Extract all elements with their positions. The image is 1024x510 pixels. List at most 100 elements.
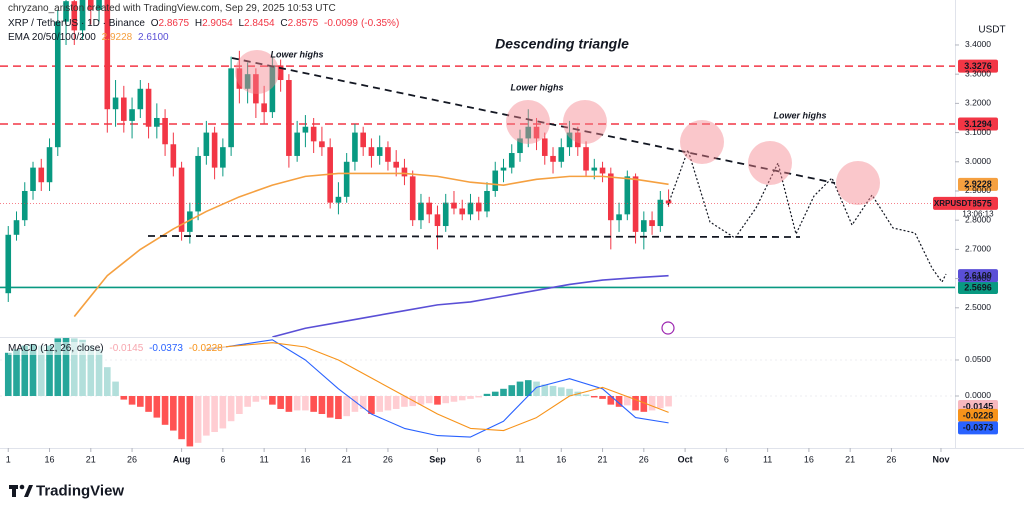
macd-label: -0.0145 (963, 401, 994, 411)
candle-body (451, 202, 457, 209)
x-tick-label: Aug (173, 454, 191, 464)
ohlc-value: 2.8675 (158, 18, 190, 29)
candle-body (665, 200, 672, 204)
candle-body (211, 132, 218, 168)
histogram-bar (277, 395, 284, 409)
candle-body (368, 147, 375, 156)
candle-body (393, 161, 400, 168)
histogram-bar (46, 345, 53, 396)
candle-body (343, 161, 350, 197)
highlight (836, 161, 880, 205)
candle-body (5, 234, 12, 294)
candle-body (121, 97, 127, 121)
x-tick-label: 26 (383, 454, 393, 464)
candle-body (442, 202, 449, 227)
histogram-bar (343, 395, 350, 417)
candle-body (261, 103, 267, 113)
x-tick-label: 26 (886, 454, 896, 464)
brand: TradingView (36, 482, 124, 499)
trendline (231, 57, 836, 184)
x-tick-label: 26 (639, 454, 649, 464)
candle-body (96, 0, 102, 10)
candle-body (418, 202, 424, 221)
logo-mark (24, 485, 33, 497)
histogram-bar (21, 345, 29, 396)
level-label: 3.3276 (964, 61, 992, 71)
histogram-bar (516, 381, 524, 396)
candle-body (607, 173, 614, 221)
histogram-bar (310, 395, 317, 412)
candle-body (467, 202, 474, 215)
candle-body (566, 132, 573, 148)
histogram-bar (417, 395, 425, 405)
candle-body (641, 220, 647, 232)
candle-body (236, 68, 243, 89)
candle-body (87, 0, 94, 10)
macd-pane (0, 338, 955, 447)
y-tick-label: 3.0000 (965, 156, 991, 166)
histogram-bar (170, 395, 177, 431)
candle-body (63, 1, 69, 22)
histogram-bar (79, 339, 86, 396)
annotation: Lower highs (270, 49, 323, 59)
x-tick-label: 11 (763, 454, 772, 464)
last-price-label: 2.8575 (964, 198, 992, 208)
candle-body (401, 167, 408, 177)
candle-body (426, 202, 433, 215)
x-tick-label: 21 (86, 454, 96, 464)
y-tick-label: 2.6000 (965, 273, 991, 283)
candle-body (137, 88, 144, 110)
annotation: Lower highs (510, 82, 563, 92)
ema-row: EMA 20/50/100/200 2.9228 2.6100 (8, 31, 172, 44)
symbol: XRP / TetherUS · 1D · Binance (8, 18, 145, 29)
histogram-bar (434, 395, 441, 405)
y-tick-label: 2.7000 (965, 244, 991, 254)
candle-body (525, 126, 532, 139)
x-tick-label: 21 (342, 454, 352, 464)
histogram-bar (219, 395, 227, 429)
y-tick-label: 0.0500 (965, 354, 991, 364)
candle-body (599, 167, 606, 174)
histogram-bar (293, 395, 301, 411)
histogram-bar (318, 395, 326, 415)
ohlc-letter: O (150, 18, 159, 29)
y-tick-label: 2.9000 (965, 185, 991, 195)
projection (667, 148, 947, 284)
highlight (680, 120, 724, 164)
histogram-bar (665, 395, 672, 407)
histogram-bar (359, 395, 367, 409)
countdown: 13:06:13 (962, 210, 994, 219)
credit: chryzano_ariston created with TradingVie… (8, 3, 336, 14)
histogram-bar (384, 395, 392, 411)
histogram-bar (120, 395, 128, 400)
support-line (147, 235, 801, 238)
histogram-bar (54, 338, 62, 396)
candle-body (574, 132, 581, 148)
candle-body (360, 132, 366, 148)
histogram-bar (335, 395, 342, 420)
histogram-bar (541, 384, 549, 396)
candle-body (591, 167, 598, 171)
candle-body (616, 214, 622, 221)
x-tick-label: Nov (932, 454, 949, 464)
x-tick-label: 16 (45, 454, 55, 464)
macd-label: -0.0373 (963, 423, 994, 433)
candle-body (533, 126, 540, 139)
histogram-bar (607, 395, 615, 405)
axes: USDT 3.3276 3.1294 2.5696 2.9228 2.6100 2.857… (6, 25, 1006, 465)
candle-body (203, 132, 210, 156)
x-tick-label: 16 (300, 454, 310, 464)
ema-label-bg (958, 269, 998, 283)
macd-label-bg (958, 421, 998, 435)
candle-body (558, 147, 565, 162)
y-tick-label: 2.8000 (965, 214, 991, 224)
histogram-bar (582, 394, 590, 396)
level-label: 3.1294 (964, 119, 992, 129)
x-tick-label: 16 (556, 454, 566, 464)
candle-body (434, 214, 441, 227)
histogram-bar (533, 381, 540, 396)
x-tick-label: 6 (220, 454, 225, 464)
ema-label-bg (958, 177, 998, 191)
highlight (506, 100, 550, 144)
